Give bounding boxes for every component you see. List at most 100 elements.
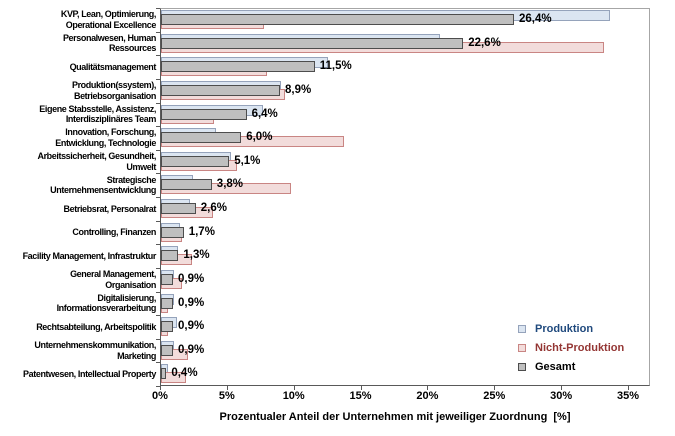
x-tick-label: 15%: [349, 390, 372, 402]
category-label: Strategische Unternehmensentwicklung: [0, 173, 156, 197]
category-label-line: Organisation: [105, 279, 156, 290]
category-label-line: Informationsverarbeitung: [56, 303, 157, 314]
data-label: 3,8%: [216, 178, 244, 191]
data-label: 2,6%: [200, 202, 227, 214]
x-axis-tick: [427, 386, 429, 390]
x-axis-tick: [226, 386, 228, 390]
x-tick-label: 10%: [282, 390, 305, 402]
data-label: 0,9%: [178, 272, 205, 285]
category-label-line: Patentwesen, Intellectual Property: [23, 368, 156, 379]
category-label: General Management, Organisation: [0, 268, 156, 292]
data-label: 22,6%: [468, 36, 501, 49]
legend-item-nicht-produktion: Nicht-Produktion: [518, 338, 624, 357]
y-axis-tick: [156, 173, 160, 175]
category-label-line: Digitalisierung,: [97, 292, 156, 303]
category-label: Digitalisierung, Informationsverarbeitung: [0, 292, 157, 316]
x-axis-tick: [360, 386, 362, 390]
category-label-line: Rechtsabteilung, Arbeitspolitik: [36, 321, 156, 332]
category-label: Personalwesen, Human Ressources: [0, 32, 156, 56]
x-axis-tick: [293, 386, 295, 390]
category-label-line: Ressources: [108, 43, 156, 54]
legend-label-nicht-produktion: Nicht-Produktion: [535, 341, 625, 354]
bar-gesamt: [161, 179, 212, 191]
category-label: Arbeitssicherheit, Gesundheit, Umwelt: [0, 150, 156, 174]
category-label-line: Eigene Stabsstelle, Assistenz,: [39, 103, 156, 114]
legend-label-produktion: Produktion: [535, 322, 594, 335]
bar-gesamt: [161, 368, 167, 380]
category-label-line: Innovation, Forschung,: [65, 127, 156, 138]
y-axis-tick: [156, 126, 160, 128]
data-label: 0,9%: [178, 343, 205, 356]
bar-gesamt: [161, 297, 174, 309]
category-label-line: Umwelt: [126, 161, 156, 172]
category-label-line: Entwicklung, Technologie: [55, 137, 156, 148]
x-tick-label: 5%: [218, 390, 235, 402]
bar-gesamt: [161, 61, 315, 73]
category-label-line: Marketing: [117, 350, 156, 361]
data-label: 6,4%: [251, 107, 278, 120]
category-label-line: Controlling, Finanzen: [72, 227, 156, 238]
bar-gesamt: [161, 226, 184, 238]
x-axis-tick: [561, 386, 563, 390]
y-axis-tick: [156, 338, 160, 340]
bar-gesamt: [161, 108, 247, 120]
data-label: 0,9%: [178, 320, 205, 333]
data-label: 6,0%: [246, 131, 273, 144]
category-label-line: Betriebsorganisation: [73, 90, 156, 101]
category-label: Patentwesen, Intellectual Property: [0, 362, 156, 386]
y-axis-tick: [156, 267, 160, 269]
legend-swatch-nicht-produktion: [518, 343, 526, 352]
category-label: KVP, Lean, Optimierung, Operational Excel…: [0, 8, 157, 32]
y-axis-tick: [156, 315, 160, 317]
category-label-line: Unternehmenskommunikation,: [34, 340, 156, 351]
y-axis-tick: [156, 8, 160, 9]
y-axis-tick: [156, 291, 160, 293]
y-axis-tick: [156, 55, 160, 57]
y-axis-tick: [156, 31, 160, 33]
data-label: 0,9%: [178, 296, 205, 309]
x-axis-tick: [494, 386, 496, 390]
legend-label-gesamt: Gesamt: [535, 360, 576, 373]
legend: Produktion Nicht-Produktion Gesamt: [518, 319, 624, 376]
legend-item-produktion: Produktion: [518, 319, 624, 338]
data-label: 1,7%: [188, 225, 215, 238]
y-axis-tick: [156, 197, 160, 198]
category-label: Produktion(ssystem), Betriebsorganisation: [0, 79, 156, 103]
category-label-line: Betriebsrat, Personalrat: [63, 203, 157, 214]
y-axis-tick: [156, 78, 160, 80]
bar-gesamt: [161, 250, 179, 262]
category-label-line: Unternehmensentwicklung: [50, 185, 156, 196]
y-axis-tick: [156, 149, 160, 151]
data-label: 11,5%: [319, 60, 352, 73]
data-label: 0,4%: [171, 367, 198, 380]
y-axis-tick: [156, 362, 160, 364]
x-tick-label: 35%: [616, 390, 640, 402]
category-label: Eigene Stabsstelle, Assistenz, Interdiszi…: [0, 103, 156, 127]
y-axis-tick: [156, 244, 160, 246]
category-label-line: Produktion(ssystem),: [71, 80, 156, 91]
x-axis-title: Prozentualer Anteil der Unternehmen mit …: [219, 411, 571, 423]
x-tick-label: 0%: [152, 390, 168, 402]
bar-gesamt: [161, 273, 174, 285]
category-label: Rechtsabteilung, Arbeitspolitik: [0, 315, 156, 339]
data-label: 1,3%: [183, 249, 210, 262]
bar-gesamt: [161, 344, 174, 356]
x-tick-label: 20%: [416, 390, 439, 402]
category-label-line: Qualitätsmanagement: [69, 61, 157, 72]
y-axis-tick: [156, 386, 160, 387]
bar-gesamt: [161, 14, 514, 25]
plot-area: 26,4% 22,6% 11,5% 8,9% 6,4% 6,0% 5,1% 3,8% 2,6% 1…: [160, 8, 650, 386]
category-label-line: Arbeitssicherheit, Gesundheit,: [37, 151, 156, 162]
category-label-line: Strategische: [106, 174, 157, 185]
y-axis-tick: [156, 220, 160, 222]
category-label: Facility Management, Infrastruktur: [0, 244, 157, 268]
category-label: Unternehmenskommunikation, Marketing: [0, 339, 156, 363]
legend-item-gesamt: Gesamt: [518, 357, 624, 376]
y-axis-tick: [156, 102, 160, 104]
category-label: Qualitätsmanagement: [0, 55, 157, 79]
bar-gesamt: [161, 132, 242, 144]
bar-gesamt: [161, 155, 230, 167]
legend-swatch-produktion: [518, 324, 526, 333]
category-label-line: Operational Excellence: [65, 19, 157, 30]
